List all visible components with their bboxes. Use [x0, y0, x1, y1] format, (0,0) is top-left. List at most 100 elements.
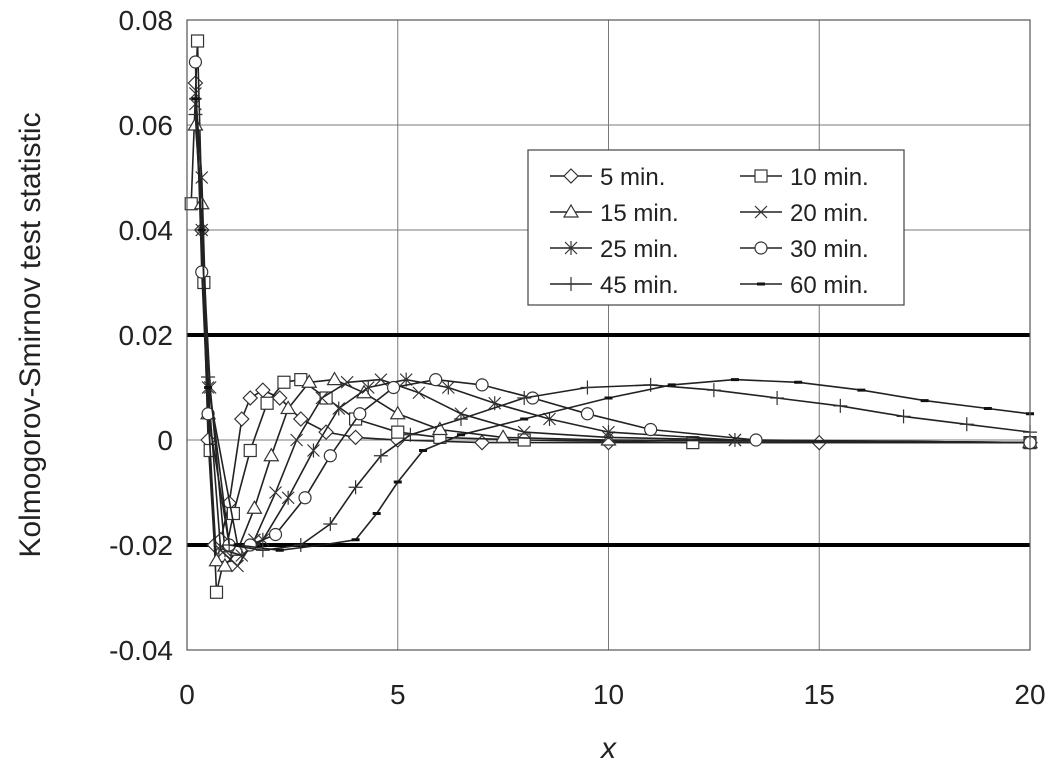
data-point	[208, 552, 225, 567]
data-point	[896, 409, 911, 424]
data-point	[260, 396, 274, 410]
legend-item: 15 min.	[550, 200, 679, 227]
data-point	[453, 412, 468, 426]
x-tick-label: 20	[1014, 679, 1045, 710]
legend-label: 25 min.	[600, 236, 679, 263]
data-point	[474, 434, 490, 451]
data-point	[517, 433, 531, 447]
legend-swatch-marker	[754, 241, 768, 255]
data-point	[728, 433, 742, 447]
data-point	[290, 433, 304, 447]
data-point	[543, 412, 556, 426]
legend: 5 min. 10 min. 15 min. 20 min. 25 min. 30 min…	[527, 149, 905, 306]
data-point	[242, 390, 259, 406]
data-point	[235, 548, 249, 563]
y-tick-label: 0.06	[119, 110, 174, 141]
data-point	[292, 411, 309, 427]
data-point	[243, 443, 257, 458]
data-point	[517, 425, 531, 439]
legend-swatch-marker	[564, 277, 578, 291]
data-point	[209, 585, 224, 599]
y-tick-label: 0.08	[119, 5, 174, 36]
data-point	[580, 407, 595, 421]
y-tick-label: 0	[157, 425, 173, 456]
legend-label: 15 min.	[600, 200, 679, 227]
legend-item: 5 min.	[550, 164, 665, 191]
data-point	[389, 405, 406, 420]
data-point	[271, 390, 288, 406]
legend-swatch-marker	[564, 241, 578, 255]
data-point	[190, 34, 205, 48]
data-point	[495, 429, 512, 443]
series-line	[190, 40, 1030, 594]
data-point	[441, 380, 455, 395]
data-point	[315, 391, 329, 405]
data-point	[475, 378, 489, 392]
data-point	[580, 380, 595, 395]
legend-label: 45 min.	[600, 272, 679, 299]
data-point	[255, 382, 271, 398]
legend-item: 60 min.	[740, 272, 869, 299]
x-axis-title: x	[599, 732, 617, 763]
x-tick-label: 0	[179, 679, 195, 710]
data-point	[429, 373, 443, 387]
data-point	[361, 380, 375, 395]
data-point	[517, 391, 532, 405]
legend-item: 25 min.	[550, 236, 679, 263]
axes: -0.04 -0.02 0 0.02 0.04 0.06 0.08 0 5 10 15 20 x Kolm…	[14, 5, 1046, 763]
data-point	[226, 506, 240, 521]
data-point	[403, 427, 418, 442]
data-point	[233, 411, 250, 427]
series-dash	[191, 97, 1034, 552]
data-point	[301, 374, 318, 388]
data-point	[280, 400, 297, 415]
series-circle	[188, 55, 1037, 552]
data-point	[347, 429, 364, 446]
data-point	[298, 491, 312, 505]
legend-label: 60 min.	[790, 272, 869, 299]
data-point	[959, 417, 974, 432]
legend-item: 30 min.	[740, 236, 869, 263]
data-point	[706, 383, 721, 398]
legend-label: 20 min.	[790, 200, 869, 227]
data-point	[195, 265, 209, 279]
data-point	[348, 480, 363, 495]
data-point	[201, 407, 215, 421]
data-point	[749, 433, 763, 447]
data-point	[269, 486, 282, 499]
data-point	[353, 407, 367, 421]
legend-swatch-marker	[563, 168, 579, 184]
data-point	[431, 421, 448, 436]
data-point	[386, 380, 401, 395]
series-triangle	[187, 116, 1039, 572]
plot-area-border	[186, 19, 1031, 651]
legend-swatch-marker	[754, 169, 768, 183]
data-point	[307, 443, 320, 458]
data-point	[373, 448, 388, 463]
legend-label: 30 min.	[790, 236, 869, 263]
data-point	[602, 425, 615, 440]
data-point	[193, 195, 210, 210]
data-point	[833, 398, 848, 413]
data-point	[293, 538, 308, 552]
data-point	[770, 391, 785, 405]
data-point	[277, 375, 291, 389]
y-tick-label: -0.04	[109, 635, 173, 666]
legend-item: 20 min.	[740, 200, 869, 227]
data-point	[323, 449, 337, 463]
data-point	[391, 425, 405, 439]
data-point	[263, 447, 280, 462]
data-point	[326, 371, 343, 386]
y-axis-title: Kolmogorov-Smirnov test statistic	[14, 112, 47, 557]
data-point	[319, 391, 333, 405]
data-point	[332, 401, 346, 416]
legend-label: 5 min.	[600, 164, 665, 191]
series-layer	[184, 34, 1039, 599]
legend-item: 45 min.	[550, 272, 679, 299]
data-point	[281, 490, 295, 505]
data-point	[412, 386, 426, 400]
legend-label: 10 min.	[790, 164, 869, 191]
data-point	[246, 500, 263, 514]
